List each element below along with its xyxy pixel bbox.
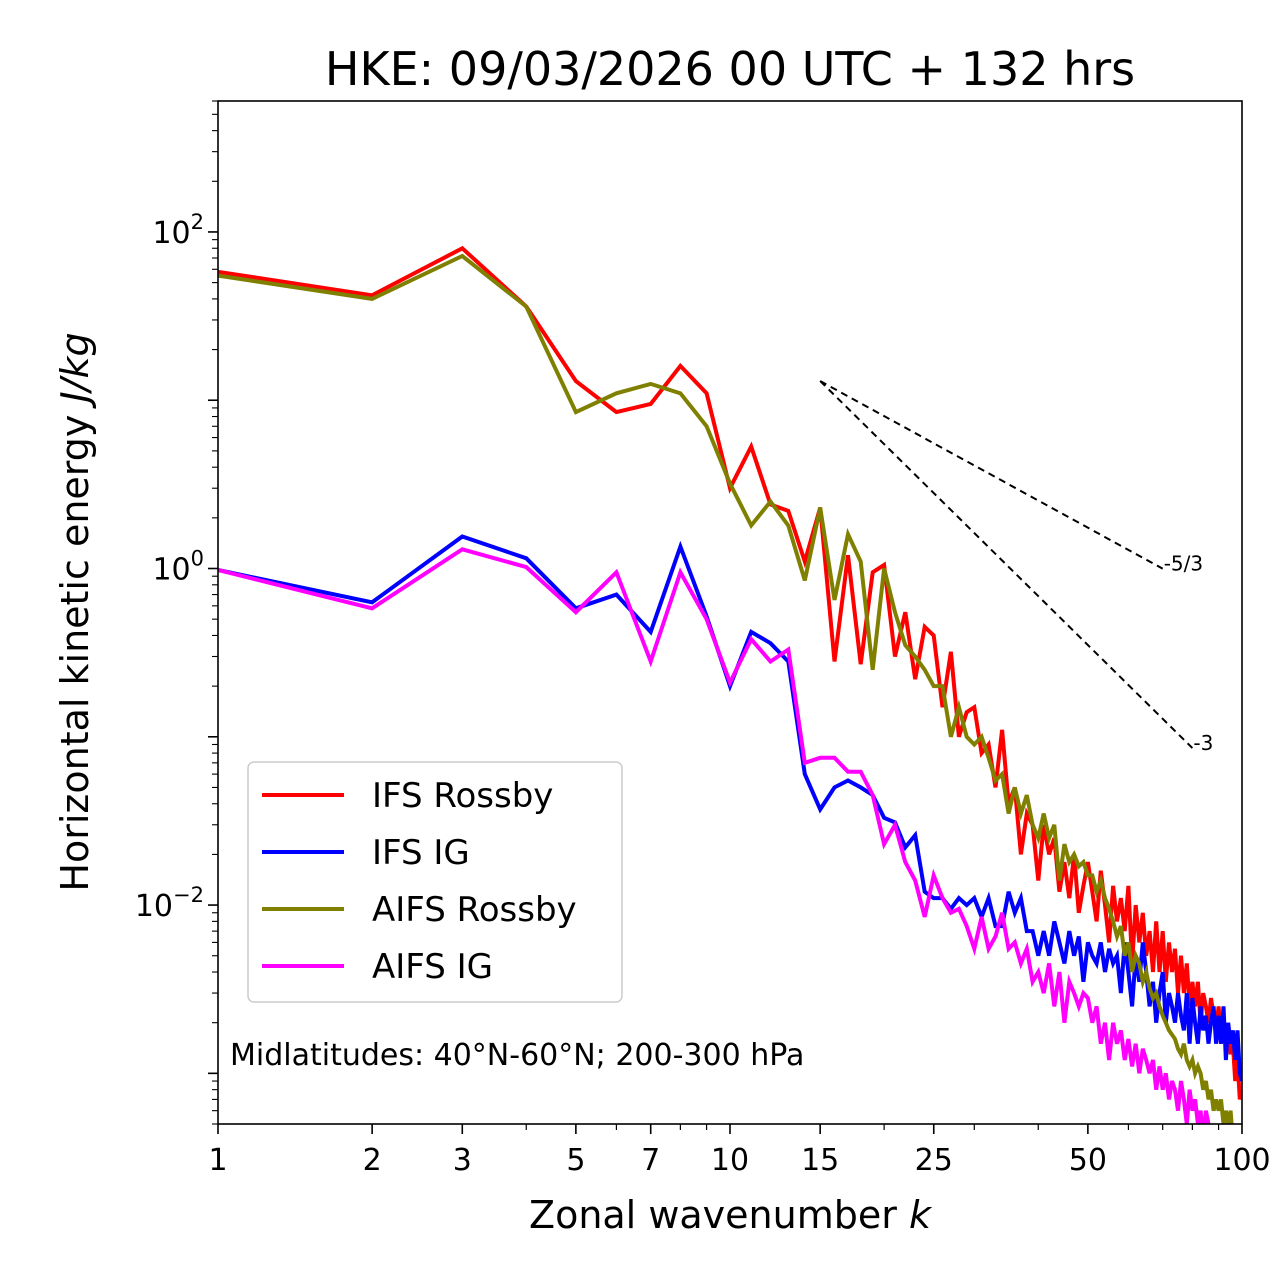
y-tick-label: 100 xyxy=(152,547,204,588)
y-tick-base: 10 xyxy=(152,216,190,251)
y-tick-base: 10 xyxy=(135,889,173,924)
x-tick-label: 3 xyxy=(453,1143,472,1178)
reference-line xyxy=(819,380,1194,749)
legend-label: IFS Rossby xyxy=(372,776,553,816)
x-tick-label: 10 xyxy=(711,1143,749,1178)
legend-label: IFS IG xyxy=(372,833,470,873)
reference-lines xyxy=(819,380,1194,749)
series-line-ifs-ig xyxy=(218,534,1242,1082)
legend: IFS Rossby IFS IG AIFS Rossby AIFS IG xyxy=(247,761,623,1003)
y-tick-exponent: 0 xyxy=(191,547,204,571)
series-layer xyxy=(218,245,1242,1124)
x-tick-label: 5 xyxy=(566,1143,585,1178)
series-line-aifs-rossby xyxy=(218,253,1238,1124)
x-tick-label: 15 xyxy=(801,1143,839,1178)
y-tick-label: 10−2 xyxy=(135,883,204,924)
x-axis-label-variable: k xyxy=(909,1193,933,1237)
x-tick-label: 100 xyxy=(1213,1143,1270,1178)
x-tick-label: 7 xyxy=(641,1143,660,1178)
legend-box xyxy=(247,761,623,1003)
y-tick-exponent: 2 xyxy=(191,210,204,234)
y-axis-label: Horizontal kinetic energy J/kg xyxy=(53,332,97,891)
x-tick-label: 2 xyxy=(363,1143,382,1178)
y-tick-label: 102 xyxy=(152,210,204,251)
slope-label: -3 xyxy=(1193,731,1213,755)
chart-title: HKE: 09/03/2026 00 UTC + 132 hrs xyxy=(325,42,1135,96)
legend-label: AIFS IG xyxy=(372,947,493,987)
y-tick-base: 10 xyxy=(152,553,190,588)
y-tick-exponent: −2 xyxy=(173,883,204,907)
x-tick-label: 1 xyxy=(208,1143,227,1178)
y-axis-label-units: J/kg xyxy=(53,332,97,409)
x-tick-label: 50 xyxy=(1069,1143,1107,1178)
reference-line xyxy=(819,380,1164,570)
x-axis-label: Zonal wavenumber k xyxy=(529,1193,933,1237)
legend-label: AIFS Rossby xyxy=(372,890,577,930)
x-tick-label: 25 xyxy=(915,1143,953,1178)
series-line-aifs-ig xyxy=(218,547,1216,1124)
x-axis-label-text: Zonal wavenumber xyxy=(529,1193,909,1237)
plot-frame xyxy=(217,100,1243,1125)
y-axis-label-text: Horizontal kinetic energy xyxy=(53,403,97,892)
slope-label: -5/3 xyxy=(1164,552,1203,576)
region-annotation: Midlatitudes: 40°N-60°N; 200-300 hPa xyxy=(230,1038,804,1073)
